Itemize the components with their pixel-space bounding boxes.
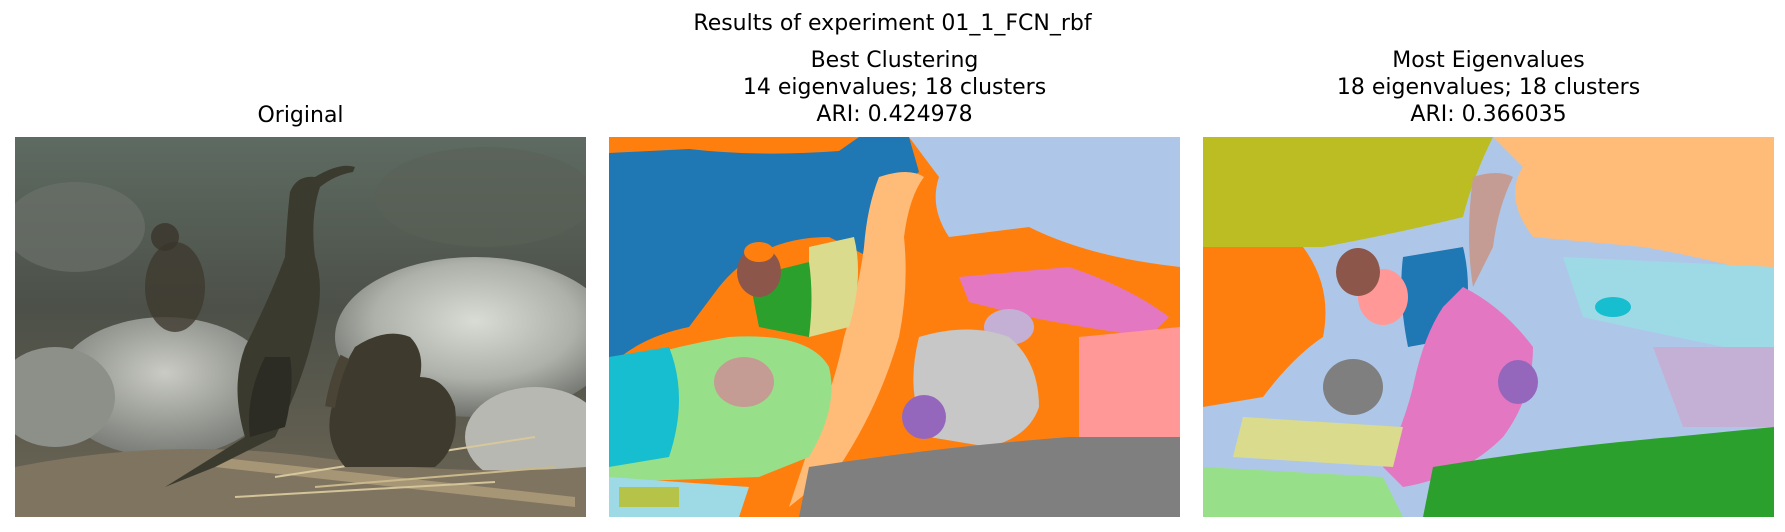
most-title-line2: 18 eigenvalues; 18 clusters (1336, 75, 1641, 100)
best-clustering-map (609, 137, 1180, 517)
most-eigenvalues-segmentation (1203, 137, 1774, 517)
most-title-line1: Most Eigenvalues (1392, 48, 1585, 73)
figure-suptitle: Results of experiment 01_1_FCN_rbf (693, 11, 1092, 36)
best-clustering-segmentation (609, 137, 1180, 517)
best-title-line1: Best Clustering (810, 48, 979, 73)
original-photo (15, 137, 586, 517)
best-title-line3: ARI: 0.424978 (816, 102, 973, 127)
best-clustering-panel-title: Best Clustering 14 eigenvalues; 18 clust… (609, 47, 1180, 128)
most-title-line3: ARI: 0.366035 (1410, 102, 1567, 127)
original-panel-title: Original (15, 102, 586, 129)
best-title-line2: 14 eigenvalues; 18 clusters (742, 75, 1047, 100)
most-eigenvalues-panel-title: Most Eigenvalues 18 eigenvalues; 18 clus… (1203, 47, 1774, 128)
original-title-text: Original (257, 103, 344, 128)
original-photo-panel (15, 137, 586, 517)
most-eigenvalues-map (1203, 137, 1774, 517)
